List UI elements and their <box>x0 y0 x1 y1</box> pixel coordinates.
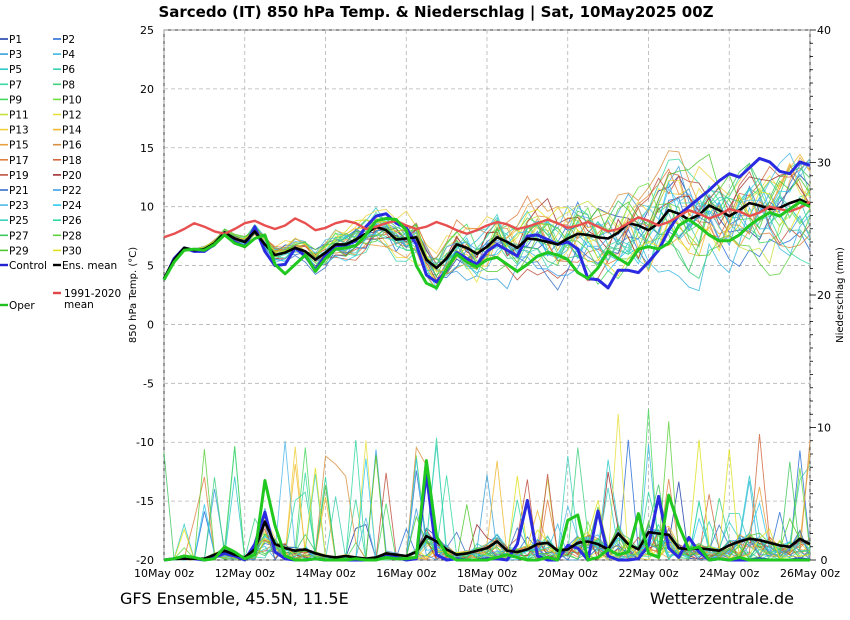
y-tick-label: 0 <box>147 318 154 331</box>
legend-label: P22 <box>62 185 82 197</box>
legend-label: Ens. mean <box>62 260 117 272</box>
legend-label: P27 <box>9 230 29 242</box>
legend-label: P13 <box>9 125 29 137</box>
series-1991-2020-mean-temp <box>163 200 811 239</box>
legend-label: P14 <box>62 125 82 137</box>
legend-label: P12 <box>62 110 82 122</box>
y2-tick-label: 0 <box>821 554 828 567</box>
x-axis: 10May 00z 12May 00z 14May 00z 16May 00z 18Ma… <box>134 567 840 580</box>
x-tick-label: 10May 00z <box>134 567 194 580</box>
legend-label: P15 <box>9 140 29 152</box>
legend-label: 1991-2020 <box>64 288 121 300</box>
legend-label: P5 <box>9 64 22 76</box>
y-tick-label: 5 <box>147 260 154 273</box>
legend-label: P4 <box>62 49 75 61</box>
x-tick-label: 22May 00z <box>618 567 678 580</box>
legend-label: P7 <box>9 79 22 91</box>
y-tick-label: -5 <box>143 377 154 390</box>
y-tick-label: 15 <box>140 142 154 155</box>
legend-label: Control <box>9 260 47 272</box>
legend-label: P3 <box>9 49 22 61</box>
footer-site: Wetterzentrale.de <box>650 589 794 608</box>
legend-label: P18 <box>62 155 82 167</box>
series-ens-mean-precip <box>163 520 811 562</box>
legend-label: P9 <box>9 94 22 106</box>
y-tick-label: 10 <box>140 201 154 214</box>
legend-label: P20 <box>62 170 82 182</box>
y-tick-label: 20 <box>140 83 154 96</box>
y2-tick-label: 30 <box>817 157 831 170</box>
legend-label: P17 <box>9 155 29 167</box>
x-axis-label: Date (UTC) <box>459 584 514 595</box>
y-tick-label: -20 <box>136 554 154 567</box>
y-tick-label: -15 <box>136 495 154 508</box>
series-control-temp <box>162 156 811 290</box>
legend-label: P19 <box>9 170 29 182</box>
legend-label: P2 <box>62 34 75 46</box>
legend-label: mean <box>64 299 94 311</box>
legend-label: P26 <box>62 215 82 227</box>
y2-axis: 40 30 20 10 0 <box>810 24 831 567</box>
y2-tick-label: 40 <box>817 24 831 37</box>
legend-label: P24 <box>62 200 82 212</box>
y-tick-label: 25 <box>140 24 154 37</box>
legend-label: P30 <box>62 245 82 257</box>
x-tick-label: 20May 00z <box>538 567 598 580</box>
legend-label: P16 <box>62 140 82 152</box>
footer-source: GFS Ensemble, 45.5N, 11.5E <box>120 589 349 608</box>
legend-label: P10 <box>62 94 82 106</box>
legend-label: P1 <box>9 34 22 46</box>
chart-title: Sarcedo (IT) 850 hPa Temp. & Niederschla… <box>158 3 713 22</box>
legend-label: P23 <box>9 200 29 212</box>
y-axis-label: 850 hPa Temp. (°C) <box>128 247 139 343</box>
y2-tick-label: 20 <box>817 289 831 302</box>
x-tick-label: 24May 00z <box>699 567 759 580</box>
series-oper-precip <box>163 459 810 562</box>
y-axis: 25 20 15 10 5 0 -5 -10 -15 -20 <box>136 24 154 567</box>
y-tick-label: -10 <box>136 436 154 449</box>
y2-tick-label: 10 <box>817 422 831 435</box>
legend-label: P21 <box>9 185 29 197</box>
legend-label: P8 <box>62 79 75 91</box>
legend-label: P28 <box>62 230 82 242</box>
legend: P1 P2 P3 P4 P5 P6 P7 P8 P9 P10 P11 P12 P13 P14 P15 P16 P… <box>0 34 121 312</box>
legend-label: P11 <box>9 110 29 122</box>
x-tick-label: 12May 00z <box>215 567 275 580</box>
x-tick-label: 16May 00z <box>376 567 436 580</box>
legend-label: P6 <box>62 64 75 76</box>
legend-label: P25 <box>9 215 29 227</box>
legend-label: Oper <box>9 300 35 312</box>
y2-axis-label: Niederschlag (mm) <box>835 247 846 343</box>
x-tick-label: 18May 00z <box>457 567 517 580</box>
series-oper-temp <box>162 200 811 290</box>
x-tick-label: 14May 00z <box>295 567 355 580</box>
plot-area <box>162 29 811 562</box>
legend-label: P29 <box>9 245 29 257</box>
x-tick-label: 26May 00z <box>780 567 840 580</box>
